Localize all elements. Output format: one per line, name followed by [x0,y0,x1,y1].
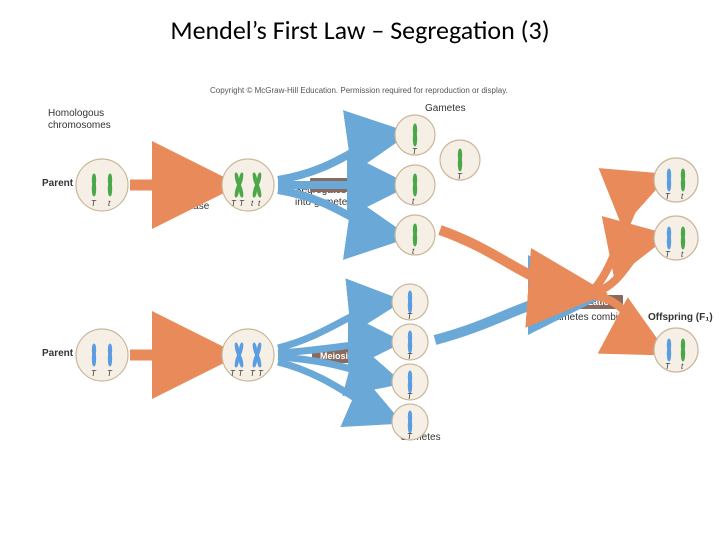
gamete-p2-1: T [392,284,428,321]
cell-parent1: T t [76,159,128,211]
offspring-2: T t [654,216,698,260]
gamete-p1-1: T [395,115,435,156]
arrow-to-offspring-c [595,296,655,348]
arrow-meiosis-1a [278,135,395,180]
page-title: Mendel’s First Law – Segregation (3) [0,14,720,46]
gamete-p1-3: t [395,215,435,256]
gamete-p2-4: T [392,404,428,441]
gamete-p1-2: t [395,165,435,206]
gamete-p2-3: T [392,364,428,401]
segregation-diagram: T t T T t t T t t T T T T T T T T T T T [40,80,700,520]
cell-parent1-replicated: T T t t [222,159,274,211]
arrow-to-offspring-b [595,238,655,292]
gamete-p1-extra: T [440,140,480,181]
gamete-p2-2: T [392,324,428,361]
cell-parent2-replicated: T T T T [222,329,274,381]
arrow-fert-blue [435,295,588,340]
arrow-meiosis-2d [278,362,390,418]
offspring-1: T t [654,158,698,202]
offspring-3: T t [654,328,698,372]
cell-parent2: T T [76,329,128,381]
arrow-fert-orange [440,230,588,292]
arrow-meiosis-1c [278,190,395,235]
